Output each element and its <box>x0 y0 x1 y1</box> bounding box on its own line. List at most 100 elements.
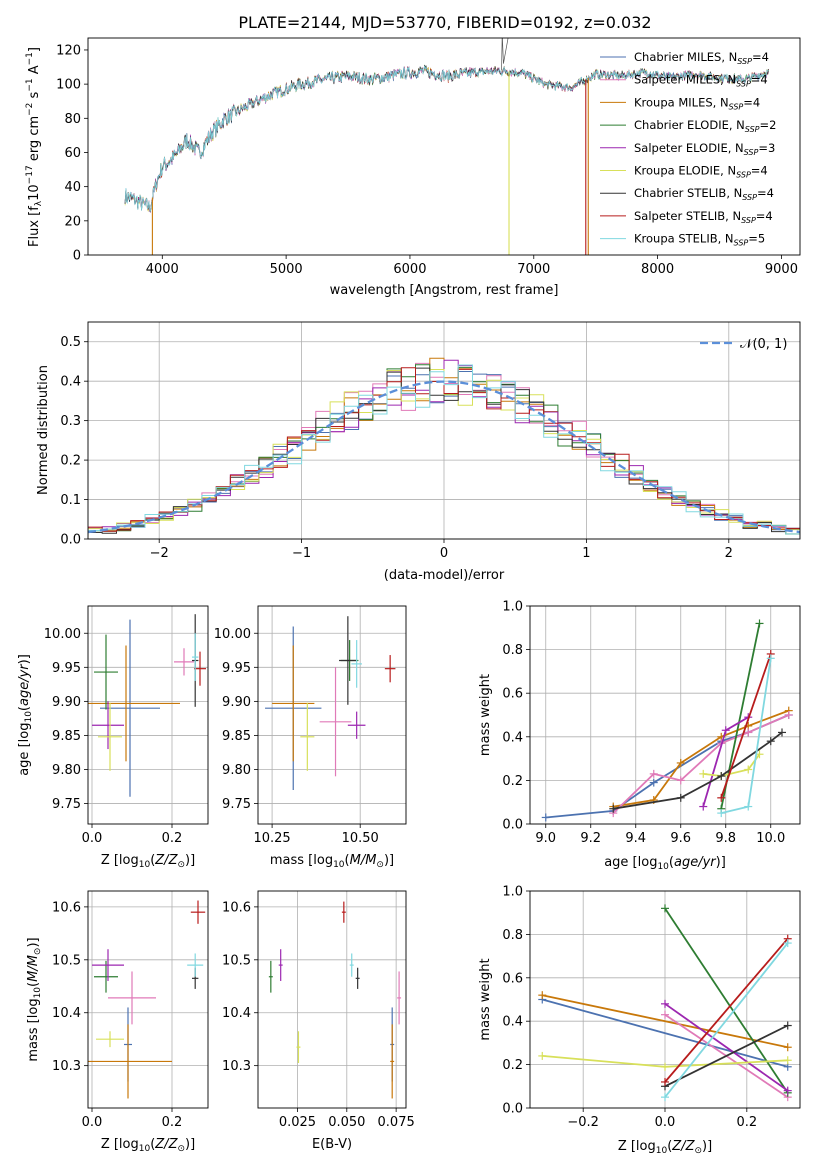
spectrum-legend-label: Chabrier STELIB, NSSP=4 <box>634 186 774 202</box>
residuals-xtick-label: 0 <box>440 546 448 561</box>
spectrum-legend-label-part: SSP <box>734 239 749 248</box>
spectrum-legend-label-part: SSP <box>744 148 759 157</box>
spectrum-legend-label-part: =4 <box>756 209 773 223</box>
age-vs-Z-xlabel-part: Z/Z <box>154 853 178 868</box>
spectrum-legend-label: Kroupa MILES, NSSP=4 <box>634 95 760 111</box>
spectrum-emission-line <box>501 38 509 71</box>
spectrum-xtick-label: 7000 <box>517 262 550 277</box>
mass-weight-vs-Z-xlabel-part: Z [log <box>618 1139 656 1154</box>
mass-vs-Z-ylabel-part: ( <box>26 982 41 987</box>
age-vs-mass-xlabel-part: ( <box>345 853 350 868</box>
age-vs-Z-ylabel-part: )] <box>17 654 32 664</box>
mass-weight-vs-Z-xlabel-part: )] <box>702 1139 712 1154</box>
spectrum-ylabel-part: −2 <box>25 103 35 116</box>
spectrum-legend-label: Chabrier MILES, NSSP=4 <box>634 50 769 66</box>
mass-weight-vs-age-series-line <box>720 653 772 799</box>
mass-vs-ebv-xtick-label: 0.075 <box>378 1115 415 1130</box>
residuals-ylabel: Normed distribution <box>36 365 51 495</box>
mass-weight-vs-age-xtick-label: 10.0 <box>756 831 785 846</box>
mass-weight-vs-Z-xtick-label: −0.2 <box>567 1115 599 1130</box>
age-vs-Z-xlabel: Z [log10(Z/Z⊙)] <box>101 853 195 870</box>
spectrum-legend-label-part: Chabrier STELIB, N <box>634 186 742 200</box>
residuals-ytick-label: 0.2 <box>60 454 81 469</box>
spectrum-legend-label-part: =5 <box>748 232 765 246</box>
spectrum-legend-label-part: =4 <box>757 186 774 200</box>
spectrum-ytick-label: 60 <box>64 146 81 161</box>
spectrum-ytick-label: 120 <box>56 43 81 58</box>
residuals-legend-label: 𝒩(0, 1) <box>740 337 787 352</box>
residuals-xtick-label: −2 <box>150 546 169 561</box>
spectrum-ylabel-part: λ <box>34 200 44 206</box>
mass-vs-ebv-xtick-label: 0.025 <box>279 1115 316 1130</box>
mass-weight-vs-Z-xlabel-part: ( <box>667 1139 672 1154</box>
figure-title: PLATE=2144, MJD=53770, FIBERID=0192, z=0… <box>238 13 651 32</box>
spectrum-legend-label-part: Kroupa STELIB, N <box>634 232 734 246</box>
spectrum-legend-label-part: Salpeter ELODIE, N <box>634 141 744 155</box>
mass-vs-ebv-ytick-label: 10.6 <box>222 900 251 915</box>
mass-vs-Z-ylabel-part: M/M <box>26 955 41 982</box>
spectrum-legend-label: Salpeter ELODIE, NSSP=3 <box>634 141 775 157</box>
mass-weight-vs-age-axes: 9.0 9.2 9.4 9.6 9.8 10.0 0.0 0.2 0.4 0.6 0.8 1.0 <box>502 600 800 846</box>
spectrum-series-line <box>124 65 769 213</box>
spectrum-legend-label-part: =4 <box>752 50 769 64</box>
mass-weight-vs-Z-xlabel-part: Z/Z <box>671 1139 695 1154</box>
spectrum-ylabel-part: −1 <box>25 78 35 91</box>
age-vs-mass-xtick-label: 10.25 <box>253 831 290 846</box>
mass-vs-Z-xlabel-part: ⊙ <box>177 1144 185 1154</box>
residuals-xtick-label: −1 <box>292 546 311 561</box>
spectrum-xtick-label: 9000 <box>765 262 798 277</box>
age-vs-Z-xtick-label: 0.0 <box>82 831 103 846</box>
spectrum-ylabel-part: s <box>27 91 42 102</box>
mass-vs-Z-frame <box>87 890 209 1109</box>
mass-vs-Z-xtick-label: 0.0 <box>82 1115 103 1130</box>
mass-weight-vs-age-series-line <box>612 714 790 814</box>
mass-weight-vs-Z-series-line <box>664 1024 789 1088</box>
residuals-xtick-label: 2 <box>725 546 733 561</box>
spectrum-ylabel-part: Flux [f <box>27 206 42 247</box>
mass-weight-vs-age-xlabel-part: ( <box>669 855 674 870</box>
mass-weight-vs-Z-xtick-label: 0.0 <box>655 1115 676 1130</box>
spectrum-xtick-label: 4000 <box>146 262 179 277</box>
mass-vs-Z-xlabel-part: Z/Z <box>154 1137 178 1152</box>
spectrum-legend-label: Salpeter STELIB, NSSP=4 <box>634 209 773 225</box>
spectrum-legend-label-part: SSP <box>741 216 756 225</box>
spectrum-ytick-label: 20 <box>64 214 81 229</box>
mass-weight-vs-age-xtick-label: 9.6 <box>670 831 691 846</box>
mass-weight-vs-Z-series-line <box>542 994 788 1049</box>
spectrum-legend-label-part: Chabrier ELODIE, N <box>634 118 745 132</box>
mass-weight-vs-Z-series-line <box>664 1003 789 1092</box>
age-vs-Z-ylabel: age [log10(age/yr)] <box>17 654 34 776</box>
age-vs-Z-ytick-label: 9.95 <box>52 661 81 676</box>
mass-weight-vs-Z-ytick-label: 0.8 <box>502 928 523 943</box>
spectrum-ylabel-part: ] <box>27 47 42 52</box>
mass-weight-vs-age-series-line <box>703 753 761 777</box>
mass-weight-vs-Z-series-line <box>664 942 789 1098</box>
mass-vs-Z-ylabel-part: )] <box>26 937 41 947</box>
spectrum-ylabel-part: erg cm <box>27 116 42 165</box>
spectrum-legend-label-part: SSP <box>745 125 760 134</box>
mass-vs-Z-xtick-label: 0.2 <box>162 1115 183 1130</box>
mass-vs-Z-axes: 0.0 0.2 10.3 10.4 10.5 10.6 <box>52 891 208 1130</box>
spectrum-ylabel-part: 10 <box>27 184 42 201</box>
mass-weight-vs-age-xlabel: age [log10(age/yr)] <box>604 855 726 872</box>
spectrum-legend-label: Salpeter MILES, NSSP=4 <box>634 73 768 89</box>
mass-weight-vs-age-xlabel-part: age/yr <box>674 855 717 870</box>
mass-weight-vs-age-ytick-label: 0.8 <box>502 643 523 658</box>
mass-vs-ebv-frame <box>257 890 407 1109</box>
spectrum-legend-label-part: Kroupa ELODIE, N <box>634 164 736 178</box>
mass-weight-vs-age-frame <box>529 605 801 825</box>
mass-vs-Z-ytick-label: 10.3 <box>52 1059 81 1074</box>
mass-weight-vs-Z-ytick-label: 0.6 <box>502 971 523 986</box>
mass-vs-ebv-ytick-label: 10.5 <box>222 953 251 968</box>
age-vs-Z-ylabel-part: age/yr <box>17 663 32 706</box>
mass-weight-vs-age-series-line <box>613 731 783 810</box>
mass-weight-vs-Z-frame <box>529 890 801 1109</box>
residuals-gaussian-curve <box>88 380 800 534</box>
age-vs-mass-ytick-label: 9.85 <box>222 729 251 744</box>
mass-weight-vs-Z-axes: −0.2 0.0 0.2 0.0 0.2 0.4 0.6 0.8 1.0 <box>502 885 800 1130</box>
age-vs-Z-xtick-label: 0.2 <box>162 831 183 846</box>
mass-weight-vs-age-ytick-label: 1.0 <box>502 600 523 615</box>
mass-weight-vs-age-xtick-label: 9.8 <box>715 831 736 846</box>
